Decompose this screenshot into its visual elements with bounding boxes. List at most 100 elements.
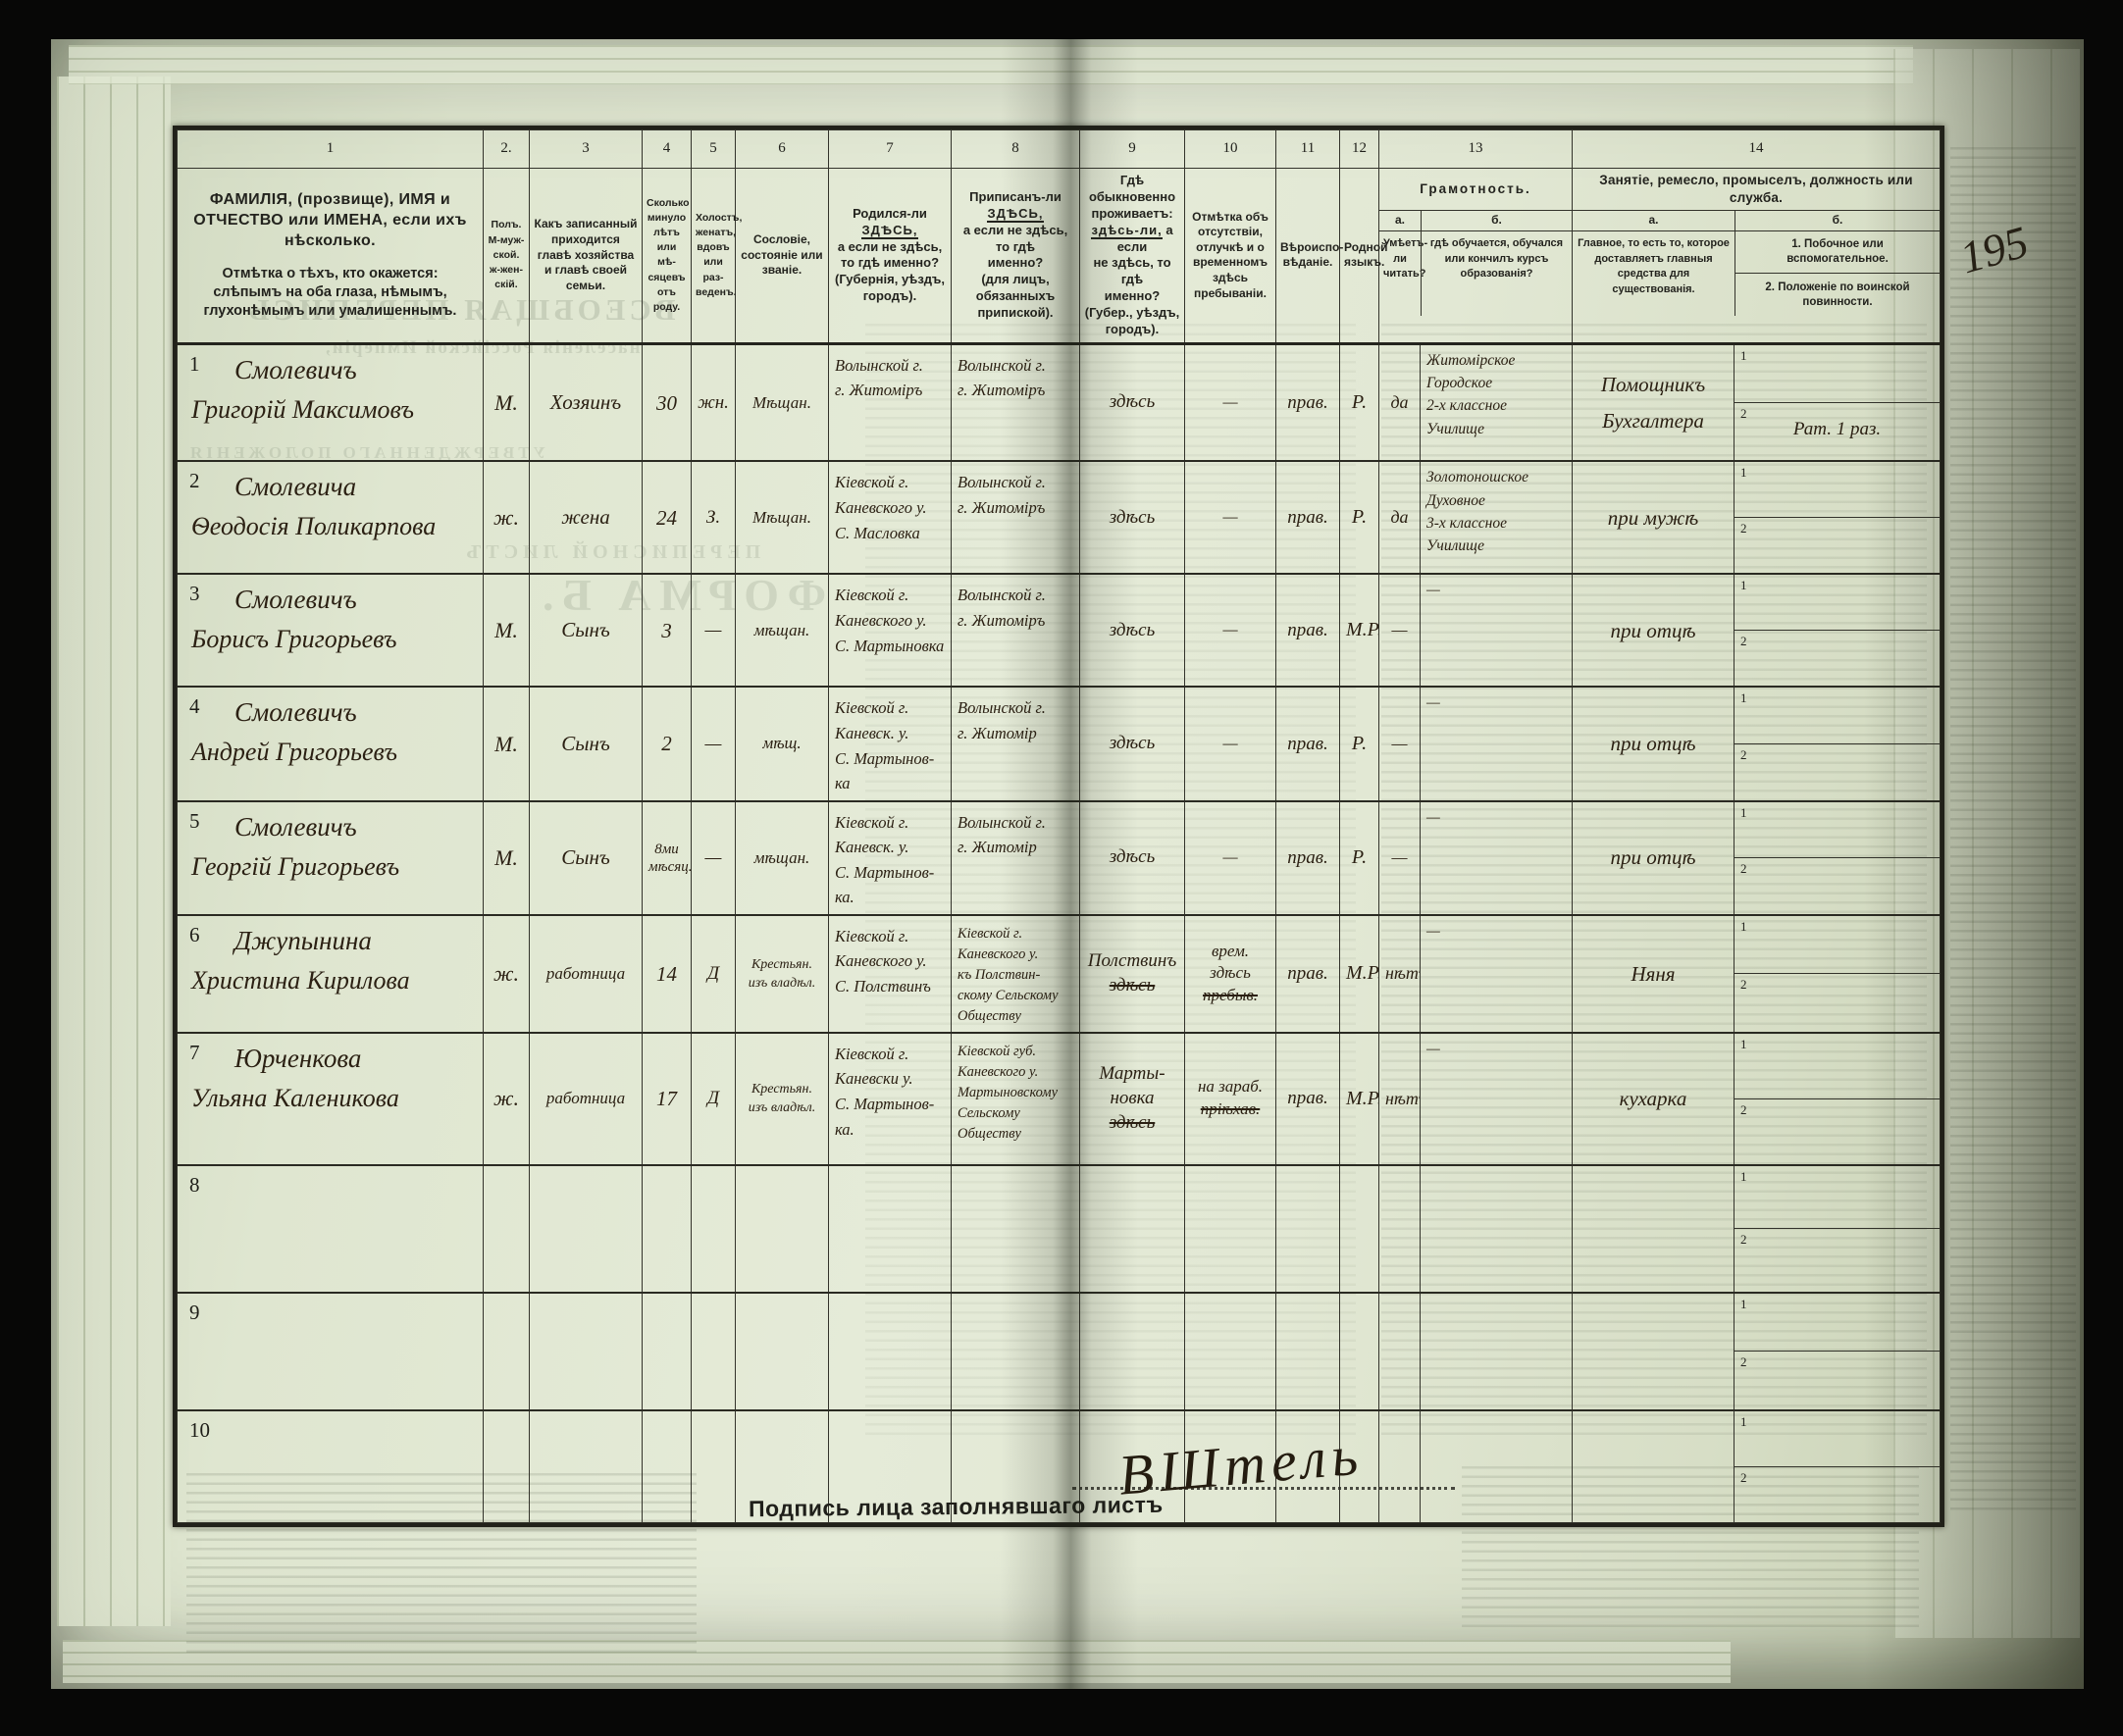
col-num-8: 8 bbox=[951, 129, 1080, 169]
cell-marital: Д bbox=[691, 914, 736, 1034]
cell-birthplace bbox=[828, 1292, 952, 1411]
cell-occupation: при мужѣ bbox=[1572, 460, 1735, 575]
cell-relation bbox=[529, 1164, 643, 1294]
cell-occupation: при отцѣ bbox=[1572, 800, 1735, 916]
cell-relation bbox=[529, 1292, 643, 1411]
signature-label: Подпись лица заполнявшаго листъ bbox=[748, 1491, 1164, 1522]
cell-language: М.Р. bbox=[1339, 1032, 1379, 1166]
cell-sex: М. bbox=[483, 686, 530, 802]
cell-estate: мѣщан. bbox=[735, 800, 829, 916]
cell-birthplace: Кіевской г. Каневск. у. С. Мартынов- ка. bbox=[828, 800, 952, 916]
col-num-10: 10 bbox=[1184, 129, 1276, 169]
col-header-relation: Какъ записанный приходится главѣ хозяйст… bbox=[529, 168, 643, 344]
col-header-marital: Холостъ, женатъ, вдовъ или раз- веденъ. bbox=[691, 168, 742, 344]
cell-age: 2 bbox=[642, 686, 692, 802]
cell-marital: Д bbox=[691, 1032, 736, 1166]
cell-language bbox=[1339, 1164, 1379, 1294]
cell-sex bbox=[483, 1409, 530, 1524]
cell-name: 5 Смолевичъ Георгій Григорьевъ bbox=[177, 800, 484, 916]
col-header-sex: Полъ. М-муж- ской. ж-жен- скій. bbox=[483, 168, 530, 344]
cell-age: 17 bbox=[642, 1032, 692, 1166]
column-number-row: 1 2. 3 4 5 6 7 8 9 10 11 12 13 14 bbox=[177, 129, 1941, 169]
cell-residence: здѣсь bbox=[1079, 686, 1185, 802]
person-row: 5 Смолевичъ Георгій Григорьевъ М. Сынъ 8ми… bbox=[177, 800, 1941, 916]
cell-residence: здѣсь bbox=[1079, 342, 1185, 462]
cell-name: 2 Смолевича Ѳеодосія Поликарпова bbox=[177, 460, 484, 575]
cell-birthplace bbox=[828, 1164, 952, 1294]
cell-registration bbox=[951, 1292, 1080, 1411]
col-header-age: Сколько минуло лѣтъ или мѣ- сяцевъ отъ р… bbox=[642, 168, 692, 344]
cell-absence bbox=[1184, 1292, 1276, 1411]
cell-relation: Сынъ bbox=[529, 800, 643, 916]
cell-absence: на зараб. пріѣхав. bbox=[1184, 1032, 1276, 1166]
census-table-frame: 1 2. 3 4 5 6 7 8 9 10 11 12 13 14 ФАМИЛІ… bbox=[173, 126, 1944, 1528]
cell-education: — bbox=[1420, 1032, 1573, 1166]
cell-marital bbox=[691, 1409, 736, 1524]
cell-literate: нѣтъ bbox=[1378, 914, 1421, 1034]
cell-absence: — bbox=[1184, 800, 1276, 916]
cell-birthplace bbox=[828, 1409, 952, 1524]
cell-residence: здѣсь bbox=[1079, 460, 1185, 575]
cell-marital bbox=[691, 1164, 736, 1294]
col-num-4: 4 bbox=[642, 129, 692, 169]
cell-registration: Волынской г. г. Житоміръ bbox=[951, 573, 1080, 688]
cell-language: Р. bbox=[1339, 800, 1379, 916]
cell-relation: жена bbox=[529, 460, 643, 575]
cell-literate: — bbox=[1378, 800, 1421, 916]
cell-estate bbox=[735, 1164, 829, 1294]
cell-absence: — bbox=[1184, 686, 1276, 802]
cell-education bbox=[1420, 1409, 1573, 1524]
cell-education: — bbox=[1420, 914, 1573, 1034]
cell-marital: — bbox=[691, 573, 736, 688]
col-header-absence: Отмѣтка объ отсутствіи, отлучкѣ и о врем… bbox=[1184, 168, 1276, 344]
col-header-occupation: Занятіе, ремесло, промыселъ, должность и… bbox=[1572, 168, 1941, 344]
cell-language: Р. bbox=[1339, 460, 1379, 575]
cell-birthplace: Кіевской г. Каневск. у. С. Мартынов- ка bbox=[828, 686, 952, 802]
cell-absence: — bbox=[1184, 342, 1276, 462]
cell-relation bbox=[529, 1409, 643, 1524]
col-header-birthplace: Родился-ли ЗДѢСЬ, а если не здѣсь, то гд… bbox=[828, 168, 952, 344]
cell-marital: — bbox=[691, 686, 736, 802]
col-num-13: 13 bbox=[1378, 129, 1573, 169]
cell-birthplace: Кіевской г. Каневского у. С. Полствинъ bbox=[828, 914, 952, 1034]
cell-education: — bbox=[1420, 800, 1573, 916]
cell-faith: прав. bbox=[1275, 342, 1340, 462]
cell-registration: Кіевской губ. Каневского у. Мартыновском… bbox=[951, 1032, 1080, 1166]
cell-occupation: Няня bbox=[1572, 914, 1735, 1034]
cell-residence: здѣсь bbox=[1079, 800, 1185, 916]
cell-military: 1 2 Рат. 1 раз. bbox=[1734, 342, 1941, 462]
cell-registration: Волынской г. г. Житоміръ bbox=[951, 460, 1080, 575]
cell-sex: М. bbox=[483, 342, 530, 462]
cell-estate: Мѣщан. bbox=[735, 342, 829, 462]
cell-faith: прав. bbox=[1275, 460, 1340, 575]
cell-language: Р. bbox=[1339, 342, 1379, 462]
cell-age bbox=[642, 1409, 692, 1524]
cell-relation: Сынъ bbox=[529, 573, 643, 688]
cell-birthplace: Кіевской г. Каневски у. С. Мартынов- ка. bbox=[828, 1032, 952, 1166]
cell-registration: Волынской г. г. Житоміръ bbox=[951, 342, 1080, 462]
cell-residence bbox=[1079, 1292, 1185, 1411]
col-header-faith: Вѣроиспо-вѣданіе. bbox=[1275, 168, 1343, 344]
col-header-residence: Гдѣ обыкновенно проживаетъ: здѣсь-ли, а … bbox=[1079, 168, 1185, 344]
cell-relation: работница bbox=[529, 914, 643, 1034]
cell-occupation bbox=[1572, 1409, 1735, 1524]
cell-relation: работница bbox=[529, 1032, 643, 1166]
cell-age: 30 bbox=[642, 342, 692, 462]
cell-name: 6 Джупынина Христина Кирилова bbox=[177, 914, 484, 1034]
cell-marital: З. bbox=[691, 460, 736, 575]
cell-literate bbox=[1378, 1292, 1421, 1411]
cell-name: 1 Смолевичъ Григорій Максимовъ bbox=[177, 342, 484, 462]
cell-age: 3 bbox=[642, 573, 692, 688]
cell-sex: М. bbox=[483, 573, 530, 688]
cell-registration: Волынской г. г. Житомір bbox=[951, 800, 1080, 916]
cell-marital: — bbox=[691, 800, 736, 916]
cell-faith: прав. bbox=[1275, 800, 1340, 916]
cell-estate: Крестьян. изъ владѣл. bbox=[735, 914, 829, 1034]
cell-literate bbox=[1378, 1409, 1421, 1524]
cell-registration bbox=[951, 1164, 1080, 1294]
